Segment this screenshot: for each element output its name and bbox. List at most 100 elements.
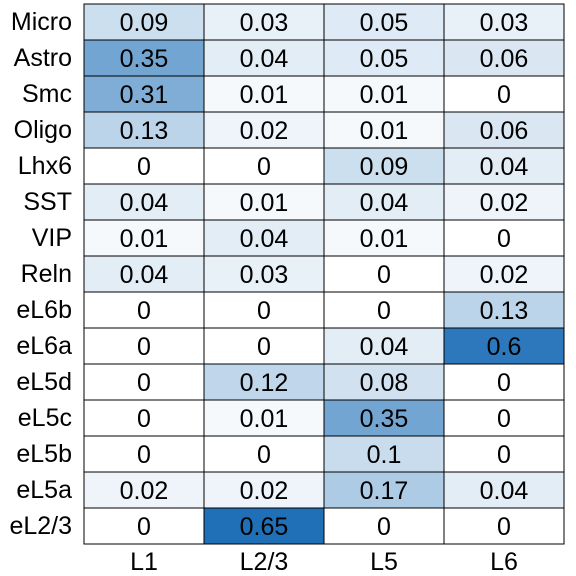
cell-value-label: 0.01 bbox=[360, 225, 409, 253]
cell-value-label: 0.02 bbox=[480, 189, 529, 217]
cell-value-label: 0 bbox=[377, 513, 391, 541]
heatmap-cell bbox=[83, 219, 205, 257]
cell-value-label: 0.05 bbox=[360, 45, 409, 73]
cell-value-label: 0.04 bbox=[240, 225, 289, 253]
cell-value-label: 0 bbox=[137, 297, 151, 325]
row-label: eL5b bbox=[16, 440, 72, 468]
heatmap-cell bbox=[83, 471, 205, 509]
cell-value-label: 0.35 bbox=[360, 405, 409, 433]
cell-value-label: 0.03 bbox=[240, 261, 289, 289]
cell-value-label: 0 bbox=[497, 405, 511, 433]
cell-value-label: 0.01 bbox=[360, 117, 409, 145]
cell-value-label: 0.09 bbox=[360, 153, 409, 181]
cell-value-label: 0.02 bbox=[240, 117, 289, 145]
heatmap-cell bbox=[203, 471, 325, 509]
cell-value-label: 0 bbox=[377, 297, 391, 325]
heatmap-cell bbox=[83, 399, 205, 437]
cell-value-label: 0.05 bbox=[360, 9, 409, 37]
cell-value-label: 0.01 bbox=[120, 225, 169, 253]
row-label: SST bbox=[23, 188, 72, 216]
heatmap-cell bbox=[323, 147, 445, 185]
cell-value-label: 0 bbox=[497, 369, 511, 397]
cell-value-label: 0.1 bbox=[367, 441, 402, 469]
cell-value-label: 0 bbox=[257, 441, 271, 469]
cell-value-label: 0.02 bbox=[240, 477, 289, 505]
row-label: Oligo bbox=[14, 116, 72, 144]
heatmap-cell bbox=[323, 507, 445, 545]
heatmap-cell bbox=[443, 75, 565, 113]
heatmap-cell bbox=[443, 291, 565, 329]
row-label: Astro bbox=[14, 44, 72, 72]
cell-value-label: 0 bbox=[137, 333, 151, 361]
heatmap-cell bbox=[203, 39, 325, 77]
cell-value-label: 0 bbox=[497, 513, 511, 541]
cell-value-label: 0.06 bbox=[480, 117, 529, 145]
cell-value-label: 0.01 bbox=[360, 81, 409, 109]
heatmap-cell bbox=[203, 435, 325, 473]
heatmap-cell bbox=[443, 219, 565, 257]
heatmap-cell bbox=[203, 147, 325, 185]
heatmap-cell bbox=[83, 255, 205, 293]
heatmap-cell bbox=[83, 435, 205, 473]
column-labels: L1 L2/3 L5 L6 bbox=[130, 548, 518, 576]
cell-value-label: 0.31 bbox=[120, 81, 169, 109]
cell-value-label: 0.08 bbox=[360, 369, 409, 397]
heatmap-cells: 0.09 0.03 0.05 0.03 0.35 0.04 0.05 0.06 0.31 0.01… bbox=[83, 3, 565, 545]
cell-value-label: 0.04 bbox=[360, 333, 409, 361]
heatmap-cell bbox=[443, 435, 565, 473]
row-label: Micro bbox=[11, 8, 72, 36]
cell-value-label: 0 bbox=[257, 297, 271, 325]
heatmap-cell bbox=[443, 327, 565, 365]
cell-value-label: 0.01 bbox=[240, 189, 289, 217]
heatmap-cell bbox=[203, 363, 325, 401]
cell-value-label: 0.04 bbox=[480, 153, 529, 181]
cell-value-label: 0.04 bbox=[120, 261, 169, 289]
heatmap-cell bbox=[203, 3, 325, 41]
cell-value-label: 0 bbox=[137, 369, 151, 397]
heatmap-cell bbox=[443, 111, 565, 149]
heatmap-cell bbox=[203, 399, 325, 437]
heatmap-cell bbox=[443, 471, 565, 509]
heatmap-cell bbox=[83, 147, 205, 185]
cell-value-label: 0.02 bbox=[480, 261, 529, 289]
heatmap-cell bbox=[83, 3, 205, 41]
cell-value-label: 0 bbox=[137, 405, 151, 433]
heatmap-cell bbox=[443, 147, 565, 185]
row-label: VIP bbox=[32, 224, 72, 252]
cell-value-label: 0.03 bbox=[480, 9, 529, 37]
row-label: eL2/3 bbox=[9, 512, 72, 540]
cell-value-label: 0.17 bbox=[360, 477, 409, 505]
cell-value-label: 0 bbox=[377, 261, 391, 289]
heatmap-cell bbox=[83, 507, 205, 545]
row-label: Lhx6 bbox=[18, 152, 72, 180]
cell-value-label: 0 bbox=[137, 441, 151, 469]
cell-value-label: 0.04 bbox=[240, 45, 289, 73]
cell-value-label: 0.04 bbox=[480, 477, 529, 505]
heatmap-cell bbox=[323, 255, 445, 293]
cell-value-label: 0 bbox=[137, 153, 151, 181]
cell-value-label: 0.6 bbox=[487, 333, 522, 361]
row-label: Reln bbox=[21, 260, 72, 288]
row-label: eL6a bbox=[16, 332, 72, 360]
heatmap-cell bbox=[323, 219, 445, 257]
heatmap-cell bbox=[323, 471, 445, 509]
heatmap-cell bbox=[443, 507, 565, 545]
cell-value-label: 0.06 bbox=[480, 45, 529, 73]
heatmap-cell bbox=[323, 399, 445, 437]
cell-value-label: 0.04 bbox=[120, 189, 169, 217]
column-label: L2/3 bbox=[240, 548, 289, 576]
column-label: L5 bbox=[370, 548, 398, 576]
heatmap-cell bbox=[203, 183, 325, 221]
row-label: eL5c bbox=[18, 404, 72, 432]
heatmap-cell bbox=[323, 183, 445, 221]
heatmap-cell bbox=[203, 111, 325, 149]
cell-value-label: 0.01 bbox=[240, 81, 289, 109]
heatmap-cell bbox=[323, 327, 445, 365]
cell-value-label: 0 bbox=[497, 441, 511, 469]
cell-value-label: 0.65 bbox=[240, 513, 289, 541]
cell-value-label: 0.13 bbox=[120, 117, 169, 145]
cell-value-label: 0.04 bbox=[360, 189, 409, 217]
row-label: eL6b bbox=[16, 296, 72, 324]
heatmap-cell bbox=[443, 3, 565, 41]
